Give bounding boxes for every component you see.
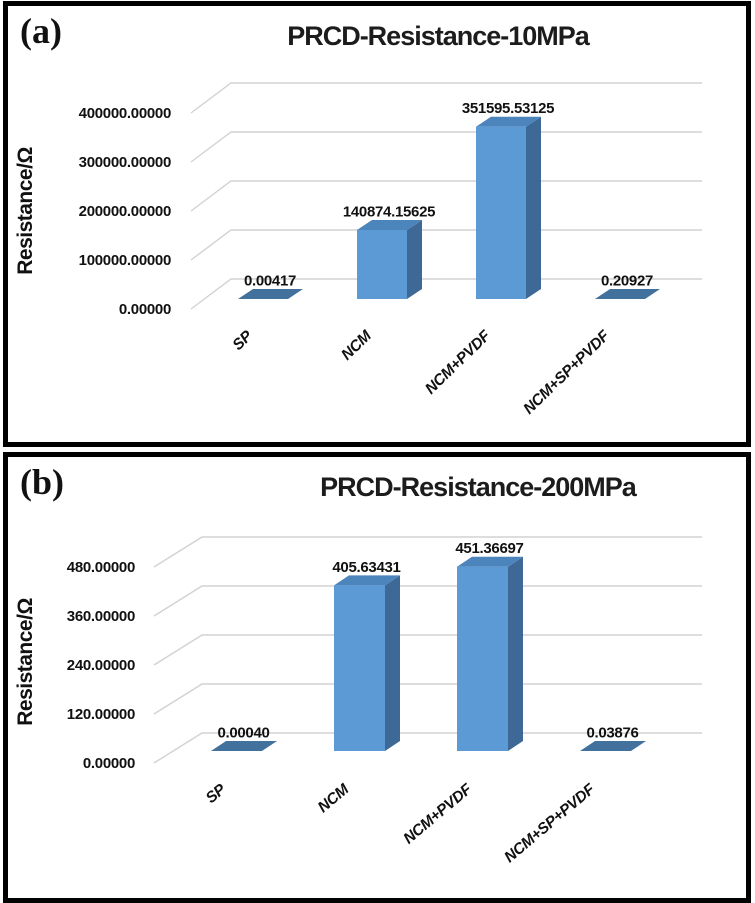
panel-b: Resistance/Ω 0.00000 120.00000 240.00000 36… (3, 452, 751, 903)
y-tick-label: 480.00000 (67, 559, 135, 576)
bar-front-face (334, 585, 385, 751)
y-tick-label: 400000.00000 (79, 105, 171, 122)
bar-top-face (357, 219, 422, 230)
gridline (190, 180, 702, 212)
gridline (190, 229, 702, 261)
gridline (153, 585, 702, 617)
y-tick-label: 0.00000 (119, 301, 171, 318)
y-tick-label: 100000.00000 (79, 252, 171, 269)
bar-flat-top (211, 741, 277, 751)
bar-top-face (476, 116, 541, 127)
x-category-label: SP (203, 780, 230, 807)
bar-front-face (457, 566, 508, 751)
x-category-label: NCM (315, 780, 353, 816)
bar-chart-200mpa: Resistance/Ω 0.00000 120.00000 240.00000 36… (14, 536, 702, 867)
gridline (153, 634, 702, 666)
y-tick-label: 0.00000 (83, 755, 135, 772)
bar-value-label: 451.36697 (455, 540, 523, 557)
gridline (190, 278, 702, 310)
bar-value-label: 0.00040 (217, 724, 269, 741)
bar-side-face (508, 556, 523, 751)
bar-value-label: 0.00417 (244, 273, 296, 290)
bar-flat-top (595, 289, 660, 299)
x-category-label: SP (230, 327, 257, 354)
bar-side-face (385, 575, 400, 751)
bar-value-label: 140874.15625 (343, 203, 435, 220)
y-tick-label: 120.00000 (67, 706, 135, 723)
panel-tag-b: (b) (20, 462, 64, 502)
panel-tag-a: (a) (20, 11, 62, 51)
bar-flat-top (580, 741, 646, 751)
gridline (153, 683, 702, 715)
chart-title-b: PRCD-Resistance-200MPa (320, 472, 637, 502)
bar-flat-top (238, 289, 303, 299)
y-tick-label: 300000.00000 (79, 154, 171, 171)
x-category-label: NCM+SP+PVDF (501, 781, 598, 867)
bar-value-label: 405.63431 (332, 559, 400, 576)
y-tick-label: 240.00000 (67, 657, 135, 674)
bar-chart-10mpa: Resistance/Ω 0.00000 100000.00000 200000.0… (14, 82, 702, 418)
bar-front-face (357, 229, 407, 299)
y-tick-label: 360.00000 (67, 608, 135, 625)
bar-value-label: 351595.53125 (462, 100, 554, 117)
bar-side-face (526, 116, 541, 299)
gridline (190, 131, 702, 163)
panel-a: Resistance/Ω 0.00000 100000.00000 200000.0… (3, 1, 751, 447)
bar-side-face (407, 219, 422, 299)
gridline (153, 732, 702, 764)
x-category-label: NCM (338, 327, 376, 364)
x-category-label: NCM+PVDF (422, 327, 494, 398)
bar-top-face (334, 575, 400, 586)
chart-canvas-a: 0.00000 100000.00000 200000.00000 300000.00… (79, 82, 702, 418)
bar-value-label: 0.20927 (601, 272, 653, 289)
y-axis-label-a: Resistance/Ω (14, 147, 37, 275)
bar-value-label: 0.03876 (586, 724, 638, 741)
y-tick-label: 200000.00000 (79, 203, 171, 220)
x-category-label: NCM+PVDF (400, 781, 475, 848)
y-axis-label-b: Resistance/Ω (14, 598, 37, 726)
chart-canvas-b: 0.00000 120.00000 240.00000 360.00000 480.00… (67, 536, 702, 867)
x-category-label: NCM+SP+PVDF (520, 327, 613, 418)
bar-front-face (476, 126, 526, 299)
bar-top-face (457, 556, 523, 567)
gridline (190, 82, 702, 114)
gridline (153, 536, 702, 568)
chart-title-a: PRCD-Resistance-10MPa (287, 21, 590, 51)
